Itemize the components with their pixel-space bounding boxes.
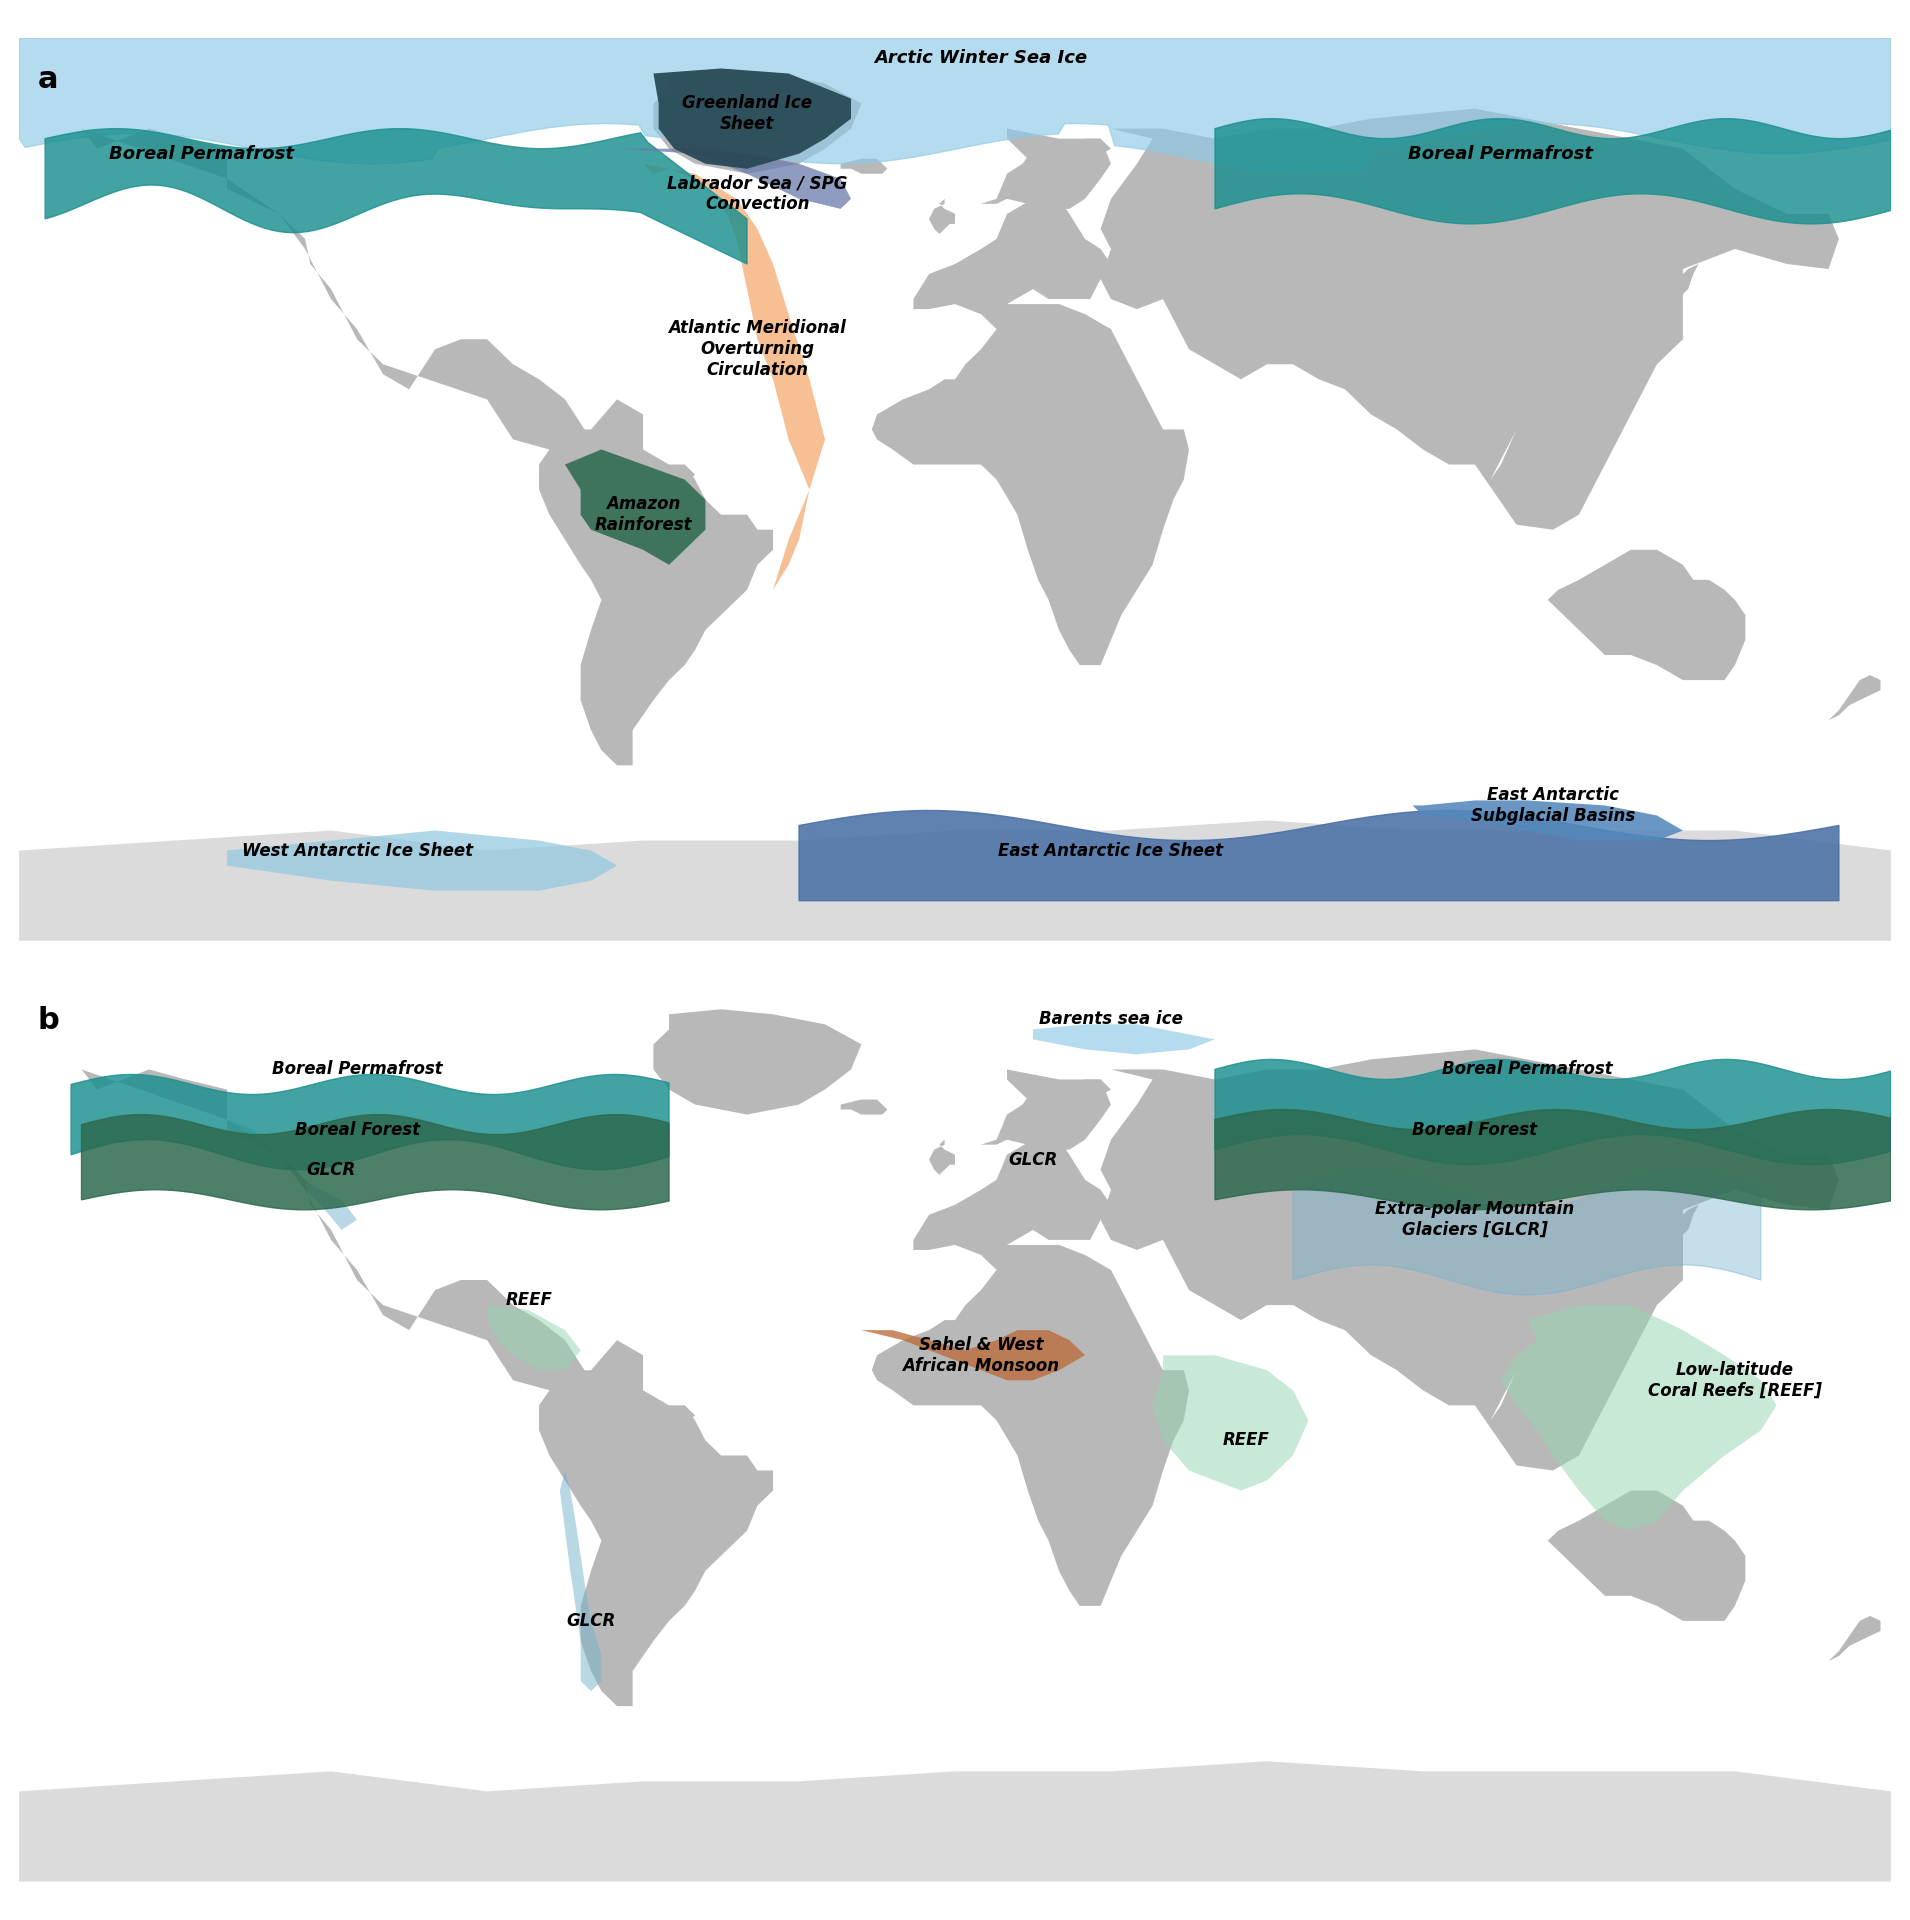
Polygon shape (798, 810, 1839, 900)
Text: Sahel & West
African Monsoon: Sahel & West African Monsoon (902, 1336, 1060, 1375)
Polygon shape (1631, 265, 1698, 334)
Polygon shape (928, 1140, 955, 1179)
Polygon shape (19, 38, 1891, 173)
Polygon shape (653, 69, 852, 169)
Text: Extra-polar Mountain
Glaciers [GLCR]: Extra-polar Mountain Glaciers [GLCR] (1375, 1200, 1574, 1238)
Text: Boreal Permafrost: Boreal Permafrost (109, 144, 294, 163)
Polygon shape (871, 303, 1188, 664)
Text: Labrador Sea / SPG
Convection: Labrador Sea / SPG Convection (667, 175, 848, 213)
Text: GLCR: GLCR (306, 1162, 355, 1179)
Polygon shape (82, 1069, 695, 1455)
Text: GLCR: GLCR (1008, 1150, 1058, 1169)
Polygon shape (913, 1069, 1112, 1250)
Polygon shape (539, 430, 774, 766)
Polygon shape (1215, 119, 1891, 225)
Polygon shape (71, 1075, 668, 1169)
Text: Atlantic Meridional
Overturning
Circulation: Atlantic Meridional Overturning Circulat… (668, 319, 846, 378)
Polygon shape (1828, 676, 1881, 720)
Polygon shape (19, 820, 1891, 941)
Polygon shape (487, 1306, 581, 1371)
Polygon shape (1152, 1356, 1308, 1490)
Text: East Antarctic
Subglacial Basins: East Antarctic Subglacial Basins (1471, 785, 1635, 826)
Text: Low-latitude
Coral Reefs [REEF]: Low-latitude Coral Reefs [REEF] (1648, 1361, 1822, 1400)
Polygon shape (227, 831, 617, 891)
Text: East Antarctic Ice Sheet: East Antarctic Ice Sheet (999, 841, 1224, 860)
Polygon shape (644, 163, 825, 589)
Polygon shape (82, 129, 695, 515)
Text: REEF: REEF (506, 1290, 552, 1309)
Polygon shape (1100, 109, 1839, 530)
Text: b: b (38, 1006, 59, 1035)
Text: Amazon
Rainforest: Amazon Rainforest (594, 495, 691, 534)
Polygon shape (560, 1471, 602, 1692)
Text: Arctic Winter Sea Ice: Arctic Winter Sea Ice (875, 50, 1087, 67)
Polygon shape (871, 1244, 1188, 1605)
Polygon shape (653, 1010, 861, 1114)
Polygon shape (653, 69, 861, 175)
Polygon shape (861, 1331, 1085, 1380)
Text: Barents sea ice: Barents sea ice (1039, 1010, 1182, 1029)
Text: Boreal Forest: Boreal Forest (1411, 1121, 1538, 1139)
Polygon shape (1033, 1025, 1215, 1054)
Polygon shape (1828, 1617, 1881, 1661)
Text: Boreal Permafrost: Boreal Permafrost (1408, 144, 1593, 163)
Polygon shape (1547, 549, 1746, 680)
Polygon shape (539, 1371, 774, 1707)
Polygon shape (82, 1114, 668, 1210)
Polygon shape (19, 1761, 1891, 1882)
Text: Boreal Permafrost: Boreal Permafrost (1442, 1060, 1612, 1079)
Polygon shape (565, 449, 705, 564)
Polygon shape (1501, 1306, 1776, 1530)
Text: West Antarctic Ice Sheet: West Antarctic Ice Sheet (241, 841, 472, 860)
Polygon shape (1293, 1169, 1761, 1294)
Polygon shape (46, 129, 747, 265)
Polygon shape (982, 1079, 1112, 1150)
Polygon shape (840, 159, 888, 175)
Polygon shape (1547, 1490, 1746, 1620)
Polygon shape (1215, 1060, 1891, 1165)
Polygon shape (840, 1100, 888, 1114)
Text: Greenland Ice
Sheet: Greenland Ice Sheet (682, 94, 812, 132)
Polygon shape (1631, 1206, 1698, 1275)
Text: REEF: REEF (1222, 1432, 1270, 1450)
Polygon shape (227, 1119, 357, 1231)
Text: GLCR: GLCR (567, 1613, 615, 1630)
Text: Boreal Forest: Boreal Forest (294, 1121, 420, 1139)
Polygon shape (982, 138, 1112, 209)
Polygon shape (928, 200, 955, 238)
Text: a: a (38, 65, 59, 94)
Text: Boreal Permafrost: Boreal Permafrost (271, 1060, 443, 1079)
Polygon shape (1215, 1110, 1891, 1210)
Polygon shape (1413, 801, 1683, 841)
Polygon shape (617, 148, 852, 209)
Polygon shape (1100, 1050, 1839, 1471)
Polygon shape (913, 129, 1112, 309)
